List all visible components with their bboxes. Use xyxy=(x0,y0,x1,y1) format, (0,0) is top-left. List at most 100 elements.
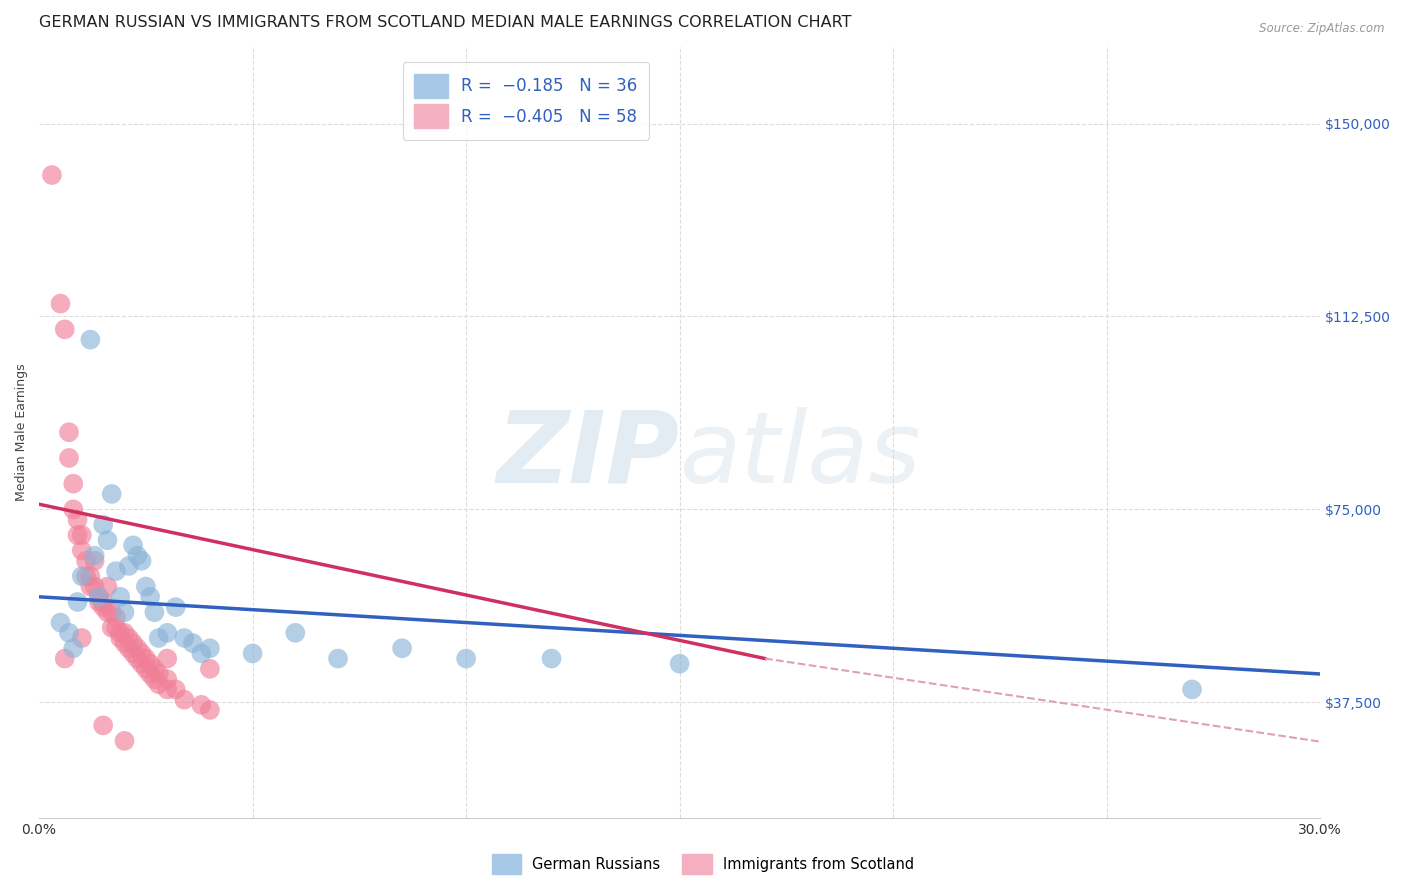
Legend: R =  −0.185   N = 36, R =  −0.405   N = 58: R = −0.185 N = 36, R = −0.405 N = 58 xyxy=(402,62,650,140)
Point xyxy=(131,647,153,661)
Point xyxy=(131,554,153,568)
Point xyxy=(53,322,76,336)
Point xyxy=(173,631,195,645)
Point xyxy=(156,651,179,665)
Point xyxy=(148,677,170,691)
Point xyxy=(49,296,72,310)
Point xyxy=(66,595,89,609)
Point xyxy=(70,569,93,583)
Point xyxy=(100,487,122,501)
Text: ZIP: ZIP xyxy=(496,407,679,504)
Point xyxy=(91,718,114,732)
Point xyxy=(91,595,114,609)
Point xyxy=(79,569,101,583)
Point xyxy=(122,538,145,552)
Point xyxy=(110,631,132,645)
Point xyxy=(70,631,93,645)
Point xyxy=(110,590,132,604)
Point xyxy=(190,647,212,661)
Point xyxy=(1181,682,1204,697)
Point xyxy=(173,692,195,706)
Y-axis label: Median Male Earnings: Median Male Earnings xyxy=(15,363,28,501)
Point xyxy=(135,662,157,676)
Point xyxy=(114,636,136,650)
Point xyxy=(242,647,264,661)
Point xyxy=(190,698,212,712)
Point xyxy=(181,636,204,650)
Point xyxy=(143,662,166,676)
Point xyxy=(127,549,149,563)
Point xyxy=(75,569,97,583)
Point xyxy=(100,605,122,619)
Point xyxy=(49,615,72,630)
Point xyxy=(156,625,179,640)
Point xyxy=(143,672,166,686)
Point xyxy=(53,651,76,665)
Point xyxy=(198,641,221,656)
Point xyxy=(70,543,93,558)
Point xyxy=(456,651,478,665)
Point xyxy=(66,513,89,527)
Point xyxy=(135,580,157,594)
Point xyxy=(131,657,153,671)
Point xyxy=(156,682,179,697)
Point xyxy=(58,425,80,440)
Point xyxy=(114,734,136,748)
Point xyxy=(96,605,118,619)
Point xyxy=(75,554,97,568)
Point xyxy=(91,517,114,532)
Point xyxy=(87,590,110,604)
Point xyxy=(83,549,105,563)
Point xyxy=(104,610,127,624)
Point xyxy=(96,533,118,548)
Point xyxy=(87,590,110,604)
Point xyxy=(62,476,84,491)
Point xyxy=(41,168,63,182)
Text: atlas: atlas xyxy=(679,407,921,504)
Point xyxy=(148,631,170,645)
Point xyxy=(139,657,162,671)
Point xyxy=(139,667,162,681)
Point xyxy=(122,647,145,661)
Legend: German Russians, Immigrants from Scotland: German Russians, Immigrants from Scotlan… xyxy=(485,848,921,880)
Point xyxy=(540,651,562,665)
Point xyxy=(62,502,84,516)
Point xyxy=(104,621,127,635)
Point xyxy=(96,580,118,594)
Point xyxy=(118,631,141,645)
Point xyxy=(668,657,690,671)
Text: Source: ZipAtlas.com: Source: ZipAtlas.com xyxy=(1260,22,1385,36)
Point xyxy=(87,595,110,609)
Point xyxy=(156,672,179,686)
Point xyxy=(83,580,105,594)
Point xyxy=(83,554,105,568)
Point xyxy=(148,667,170,681)
Point xyxy=(79,580,101,594)
Point xyxy=(391,641,413,656)
Point xyxy=(198,703,221,717)
Point xyxy=(110,625,132,640)
Point xyxy=(66,528,89,542)
Point xyxy=(118,641,141,656)
Text: GERMAN RUSSIAN VS IMMIGRANTS FROM SCOTLAND MEDIAN MALE EARNINGS CORRELATION CHAR: GERMAN RUSSIAN VS IMMIGRANTS FROM SCOTLA… xyxy=(39,15,852,30)
Point xyxy=(79,333,101,347)
Point xyxy=(62,641,84,656)
Point xyxy=(114,605,136,619)
Point xyxy=(70,528,93,542)
Point xyxy=(139,590,162,604)
Point xyxy=(91,600,114,615)
Point xyxy=(122,636,145,650)
Point xyxy=(326,651,349,665)
Point xyxy=(284,625,307,640)
Point xyxy=(165,600,187,615)
Point xyxy=(58,625,80,640)
Point xyxy=(165,682,187,697)
Point xyxy=(143,605,166,619)
Point xyxy=(100,621,122,635)
Point xyxy=(127,651,149,665)
Point xyxy=(104,564,127,578)
Point xyxy=(118,558,141,573)
Point xyxy=(127,641,149,656)
Point xyxy=(58,450,80,465)
Point xyxy=(198,662,221,676)
